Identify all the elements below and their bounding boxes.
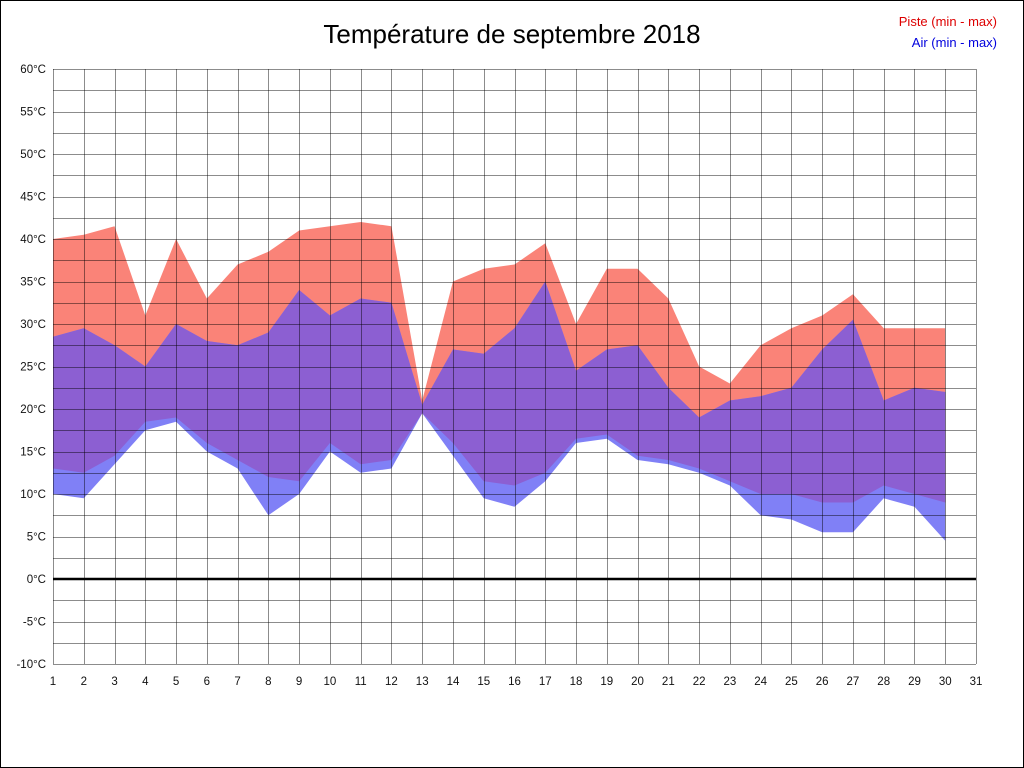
x-tick-label: 30 [939, 676, 952, 688]
x-tick-label: 3 [111, 676, 117, 688]
y-tick-label: 0°C [27, 574, 46, 586]
x-tick-label: 27 [847, 676, 860, 688]
x-tick-label: 28 [877, 676, 890, 688]
x-tick-label: 15 [477, 676, 490, 688]
bands [53, 222, 946, 541]
x-tick-label: 31 [970, 676, 983, 688]
overlap-band [53, 281, 946, 503]
y-tick-label: 5°C [27, 532, 46, 544]
x-tick-label: 25 [785, 676, 798, 688]
x-tick-label: 18 [570, 676, 583, 688]
x-tick-label: 16 [508, 676, 521, 688]
x-tick-label: 12 [385, 676, 398, 688]
x-tick-label: 19 [600, 676, 613, 688]
legend-air: Air (min - max) [911, 35, 997, 50]
x-tick-label: 23 [723, 676, 736, 688]
y-tick-label: 50°C [20, 149, 46, 161]
x-tick-label: 2 [81, 676, 87, 688]
y-tick-label: 55°C [20, 107, 46, 119]
y-tick-label: 60°C [20, 64, 46, 76]
x-tick-label: 7 [234, 676, 240, 688]
x-tick-label: 11 [355, 676, 367, 688]
legend-piste: Piste (min - max) [898, 14, 997, 29]
x-tick-label: 26 [816, 676, 829, 688]
y-tick-label: 20°C [20, 404, 46, 416]
x-tick-label: 5 [173, 676, 179, 688]
x-tick-label: 9 [296, 676, 302, 688]
y-tick-label: 30°C [20, 319, 46, 331]
x-tick-label: 20 [631, 676, 644, 688]
y-tick-label: 45°C [20, 192, 46, 204]
y-tick-label: 15°C [20, 447, 46, 459]
y-tick-label: 25°C [20, 362, 46, 374]
legend: Piste (min - max) Air (min - max) [899, 11, 997, 53]
y-tick-label: -5°C [23, 617, 46, 629]
x-tick-label: 22 [693, 676, 706, 688]
y-axis-labels: 60°C 55°C 50°C 45°C 40°C 35°C 30°C 25°C 20°C 15°C… [16, 64, 46, 671]
x-tick-label: 4 [142, 676, 149, 688]
x-tick-label: 1 [50, 676, 56, 688]
y-tick-label: 40°C [20, 234, 46, 246]
x-tick-label: 14 [447, 676, 460, 688]
chart-title: Température de septembre 2018 [323, 19, 701, 49]
x-tick-label: 29 [908, 676, 921, 688]
x-tick-label: 13 [416, 676, 429, 688]
y-tick-label: 10°C [20, 489, 46, 501]
x-axis-labels: 1 2 3 4 5 6 7 8 9 10 11 12 13 14 15 16 17 18 19 20 21 22 23 24 2… [50, 676, 983, 688]
y-tick-label: -10°C [16, 659, 46, 671]
y-tick-label: 35°C [20, 277, 46, 289]
x-tick-label: 21 [662, 676, 675, 688]
x-tick-label: 8 [265, 676, 271, 688]
x-tick-label: 10 [324, 676, 337, 688]
x-tick-label: 17 [539, 676, 552, 688]
x-tick-label: 6 [204, 676, 210, 688]
grid [53, 69, 977, 665]
x-tick-label: 24 [754, 676, 767, 688]
